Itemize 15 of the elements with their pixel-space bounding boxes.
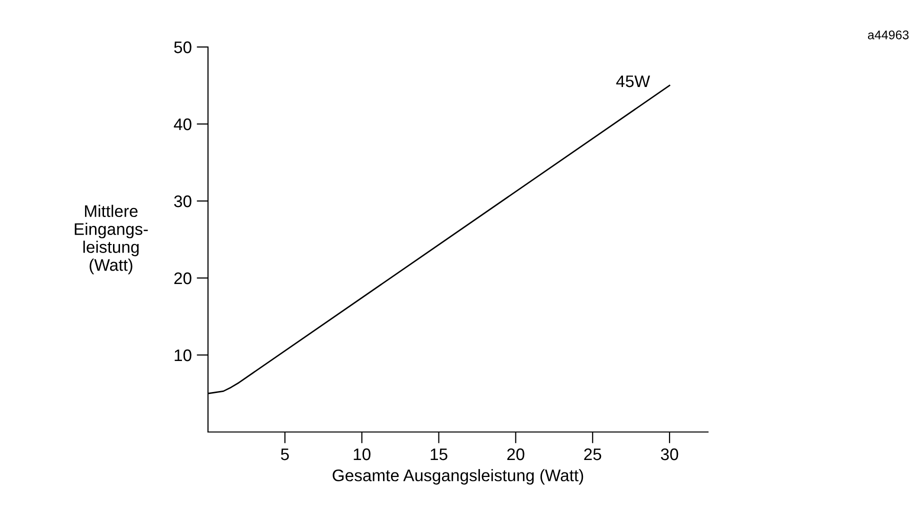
x-tick-label: 10 <box>354 448 370 460</box>
x-tick-label: 30 <box>660 448 678 460</box>
x-tick-label: 5 <box>280 448 289 460</box>
y-tick-label: 50 <box>174 41 192 54</box>
y-tick-label: 10 <box>174 349 192 362</box>
y-tick-label: 30 <box>174 195 192 208</box>
y-tick-label: 40 <box>174 118 192 130</box>
annotation: 45W <box>616 76 650 88</box>
x-tick-label: 15 <box>430 448 448 460</box>
text: a44963 <box>868 30 909 40</box>
x-tick-label: 20 <box>507 448 524 460</box>
y-axis-title: Mittlere Eingangs- leistung (Watt) <box>74 204 148 274</box>
y-tick-label: 20 <box>174 272 192 284</box>
x-axis-title: Gesamte Ausgangsleistung (Watt) <box>332 469 584 485</box>
x-tick-label: 25 <box>584 448 602 460</box>
